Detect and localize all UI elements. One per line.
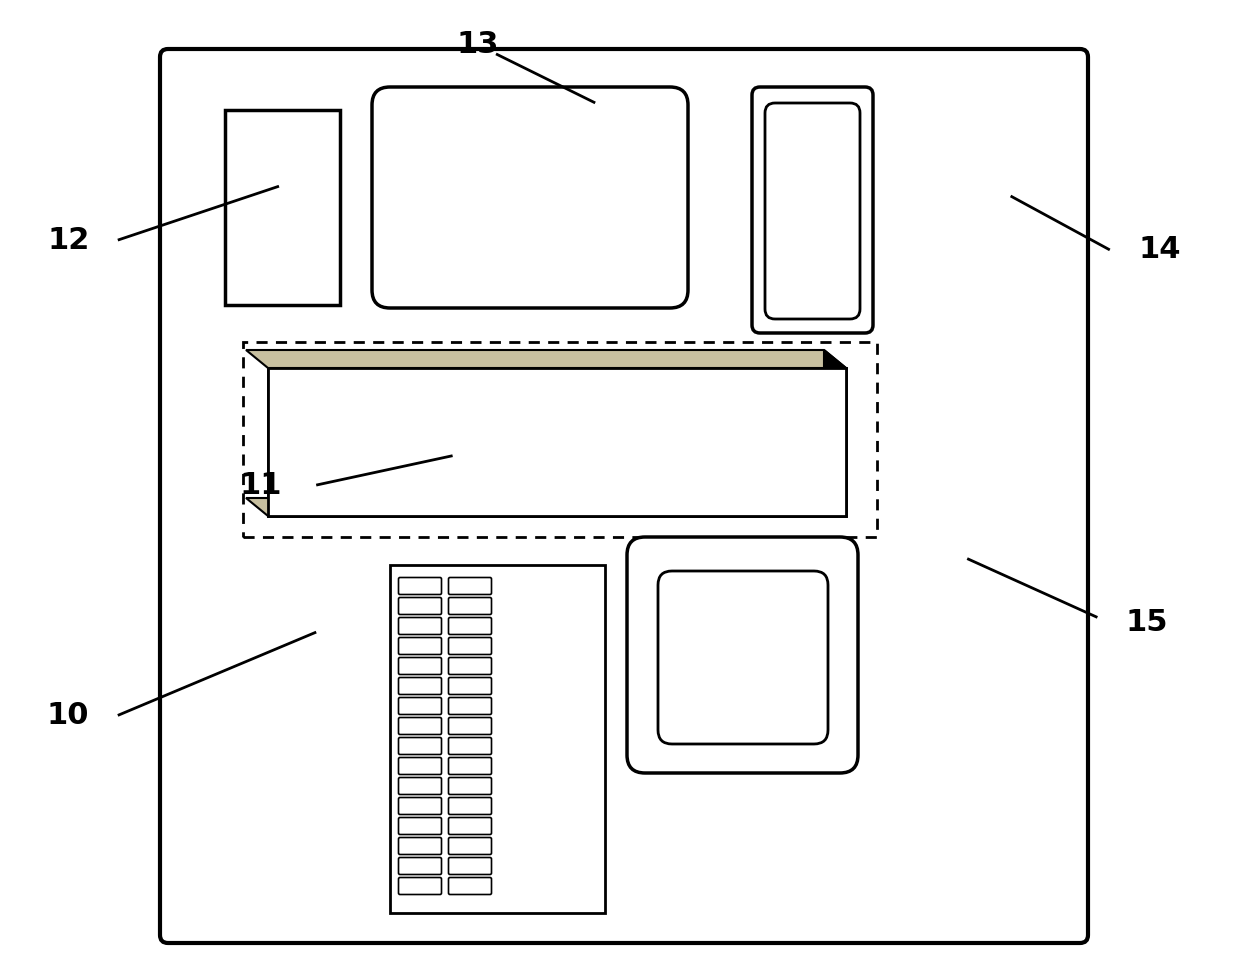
FancyBboxPatch shape [398,798,441,814]
FancyBboxPatch shape [398,598,441,614]
FancyBboxPatch shape [398,698,441,714]
Bar [243,342,877,537]
Text: 11: 11 [239,470,281,500]
FancyBboxPatch shape [449,577,491,595]
FancyBboxPatch shape [398,877,441,895]
FancyBboxPatch shape [449,717,491,734]
FancyBboxPatch shape [398,738,441,755]
Bar [268,368,846,516]
Bar [224,110,340,305]
FancyBboxPatch shape [449,638,491,655]
FancyBboxPatch shape [449,738,491,755]
FancyBboxPatch shape [398,838,441,855]
FancyBboxPatch shape [398,858,441,874]
FancyBboxPatch shape [751,87,873,333]
FancyBboxPatch shape [449,617,491,634]
FancyBboxPatch shape [398,638,441,655]
FancyBboxPatch shape [160,49,1087,943]
FancyBboxPatch shape [372,87,688,308]
FancyBboxPatch shape [449,758,491,774]
Bar [268,368,846,516]
FancyBboxPatch shape [449,698,491,714]
FancyBboxPatch shape [398,758,441,774]
FancyBboxPatch shape [398,817,441,835]
Text: 12: 12 [47,225,89,255]
FancyBboxPatch shape [398,777,441,795]
FancyBboxPatch shape [449,838,491,855]
Polygon shape [246,498,846,516]
FancyBboxPatch shape [627,537,858,773]
FancyBboxPatch shape [449,777,491,795]
Text: 13: 13 [456,29,498,59]
Text: 14: 14 [1138,235,1180,265]
FancyBboxPatch shape [449,798,491,814]
FancyBboxPatch shape [449,658,491,674]
FancyBboxPatch shape [449,598,491,614]
Bar [391,565,605,913]
FancyBboxPatch shape [449,858,491,874]
Text: 10: 10 [47,701,89,730]
Text: 15: 15 [1126,608,1168,637]
FancyBboxPatch shape [398,617,441,634]
Polygon shape [825,350,846,516]
FancyBboxPatch shape [449,877,491,895]
FancyBboxPatch shape [449,677,491,695]
FancyBboxPatch shape [658,571,828,744]
FancyBboxPatch shape [398,717,441,734]
Polygon shape [246,350,846,368]
FancyBboxPatch shape [765,103,861,319]
FancyBboxPatch shape [449,817,491,835]
FancyBboxPatch shape [398,677,441,695]
FancyBboxPatch shape [398,577,441,595]
FancyBboxPatch shape [398,658,441,674]
